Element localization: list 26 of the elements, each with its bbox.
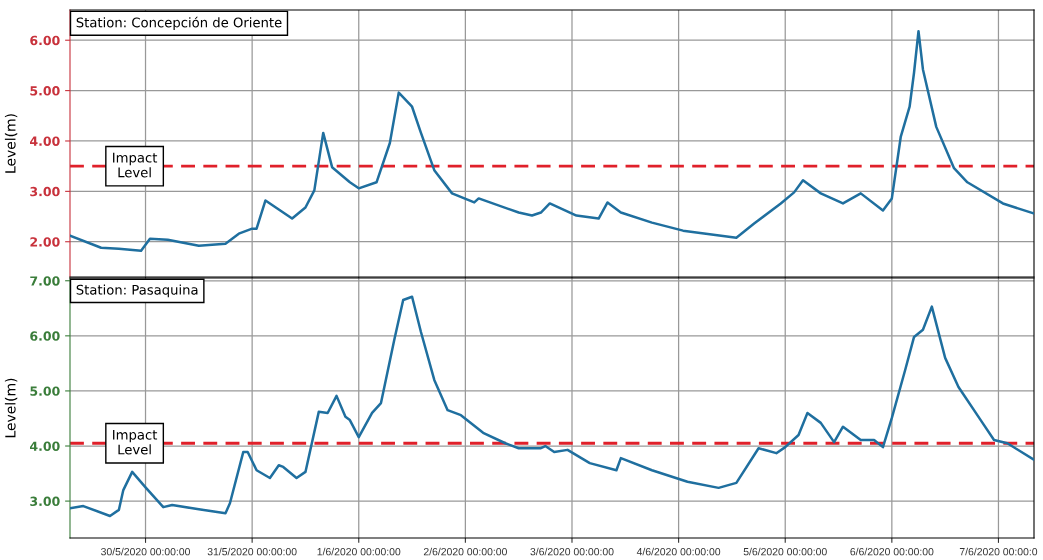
chart-title: Station: Pasaquina <box>76 284 198 298</box>
x-tick-label: 30/5/2020 00:00:00 <box>101 547 191 556</box>
line-series <box>70 29 1034 253</box>
x-tick-label: 6/6/2020 00:00:00 <box>850 547 934 556</box>
y-tick-label: 2.00 <box>30 237 60 247</box>
x-tick-label: 3/6/2020 00:00:00 <box>530 547 614 556</box>
text: Station: Concepción de Oriente <box>76 16 282 30</box>
x-tick-label: 2/6/2020 00:00:00 <box>423 547 507 556</box>
x-tick-label: 4/6/2020 00:00:00 <box>636 547 721 556</box>
x-tick-label: 7/6/2020 00:00:0 <box>959 547 1038 556</box>
x-tick-label: 31/5/2020 00:00:00 <box>207 547 297 556</box>
y-tick-label: 6.00 <box>30 35 60 46</box>
y-axis-title: Level(m) <box>4 378 18 438</box>
ref-line-label: Impact Level <box>113 152 158 178</box>
x-tick-label: 1/6/2020 00:00:00 <box>317 547 401 556</box>
y-tick-label: 7.00 <box>30 276 60 286</box>
y-tick-label: 6.00 <box>30 331 60 341</box>
y-tick-label: 4.00 <box>30 136 60 146</box>
x-tick-label: 5/6/2020 00:00:00 <box>743 547 827 556</box>
y-tick-label: 5.00 <box>30 86 60 96</box>
ref-line-label: Impact Level <box>113 429 158 455</box>
y-tick-label: 4.00 <box>30 441 60 451</box>
y-tick-label: 3.00 <box>30 496 60 507</box>
y-tick-label: 5.00 <box>30 386 60 396</box>
y-axis-title: Level(m) <box>4 114 18 173</box>
y-tick-label: 3.00 <box>30 186 60 197</box>
